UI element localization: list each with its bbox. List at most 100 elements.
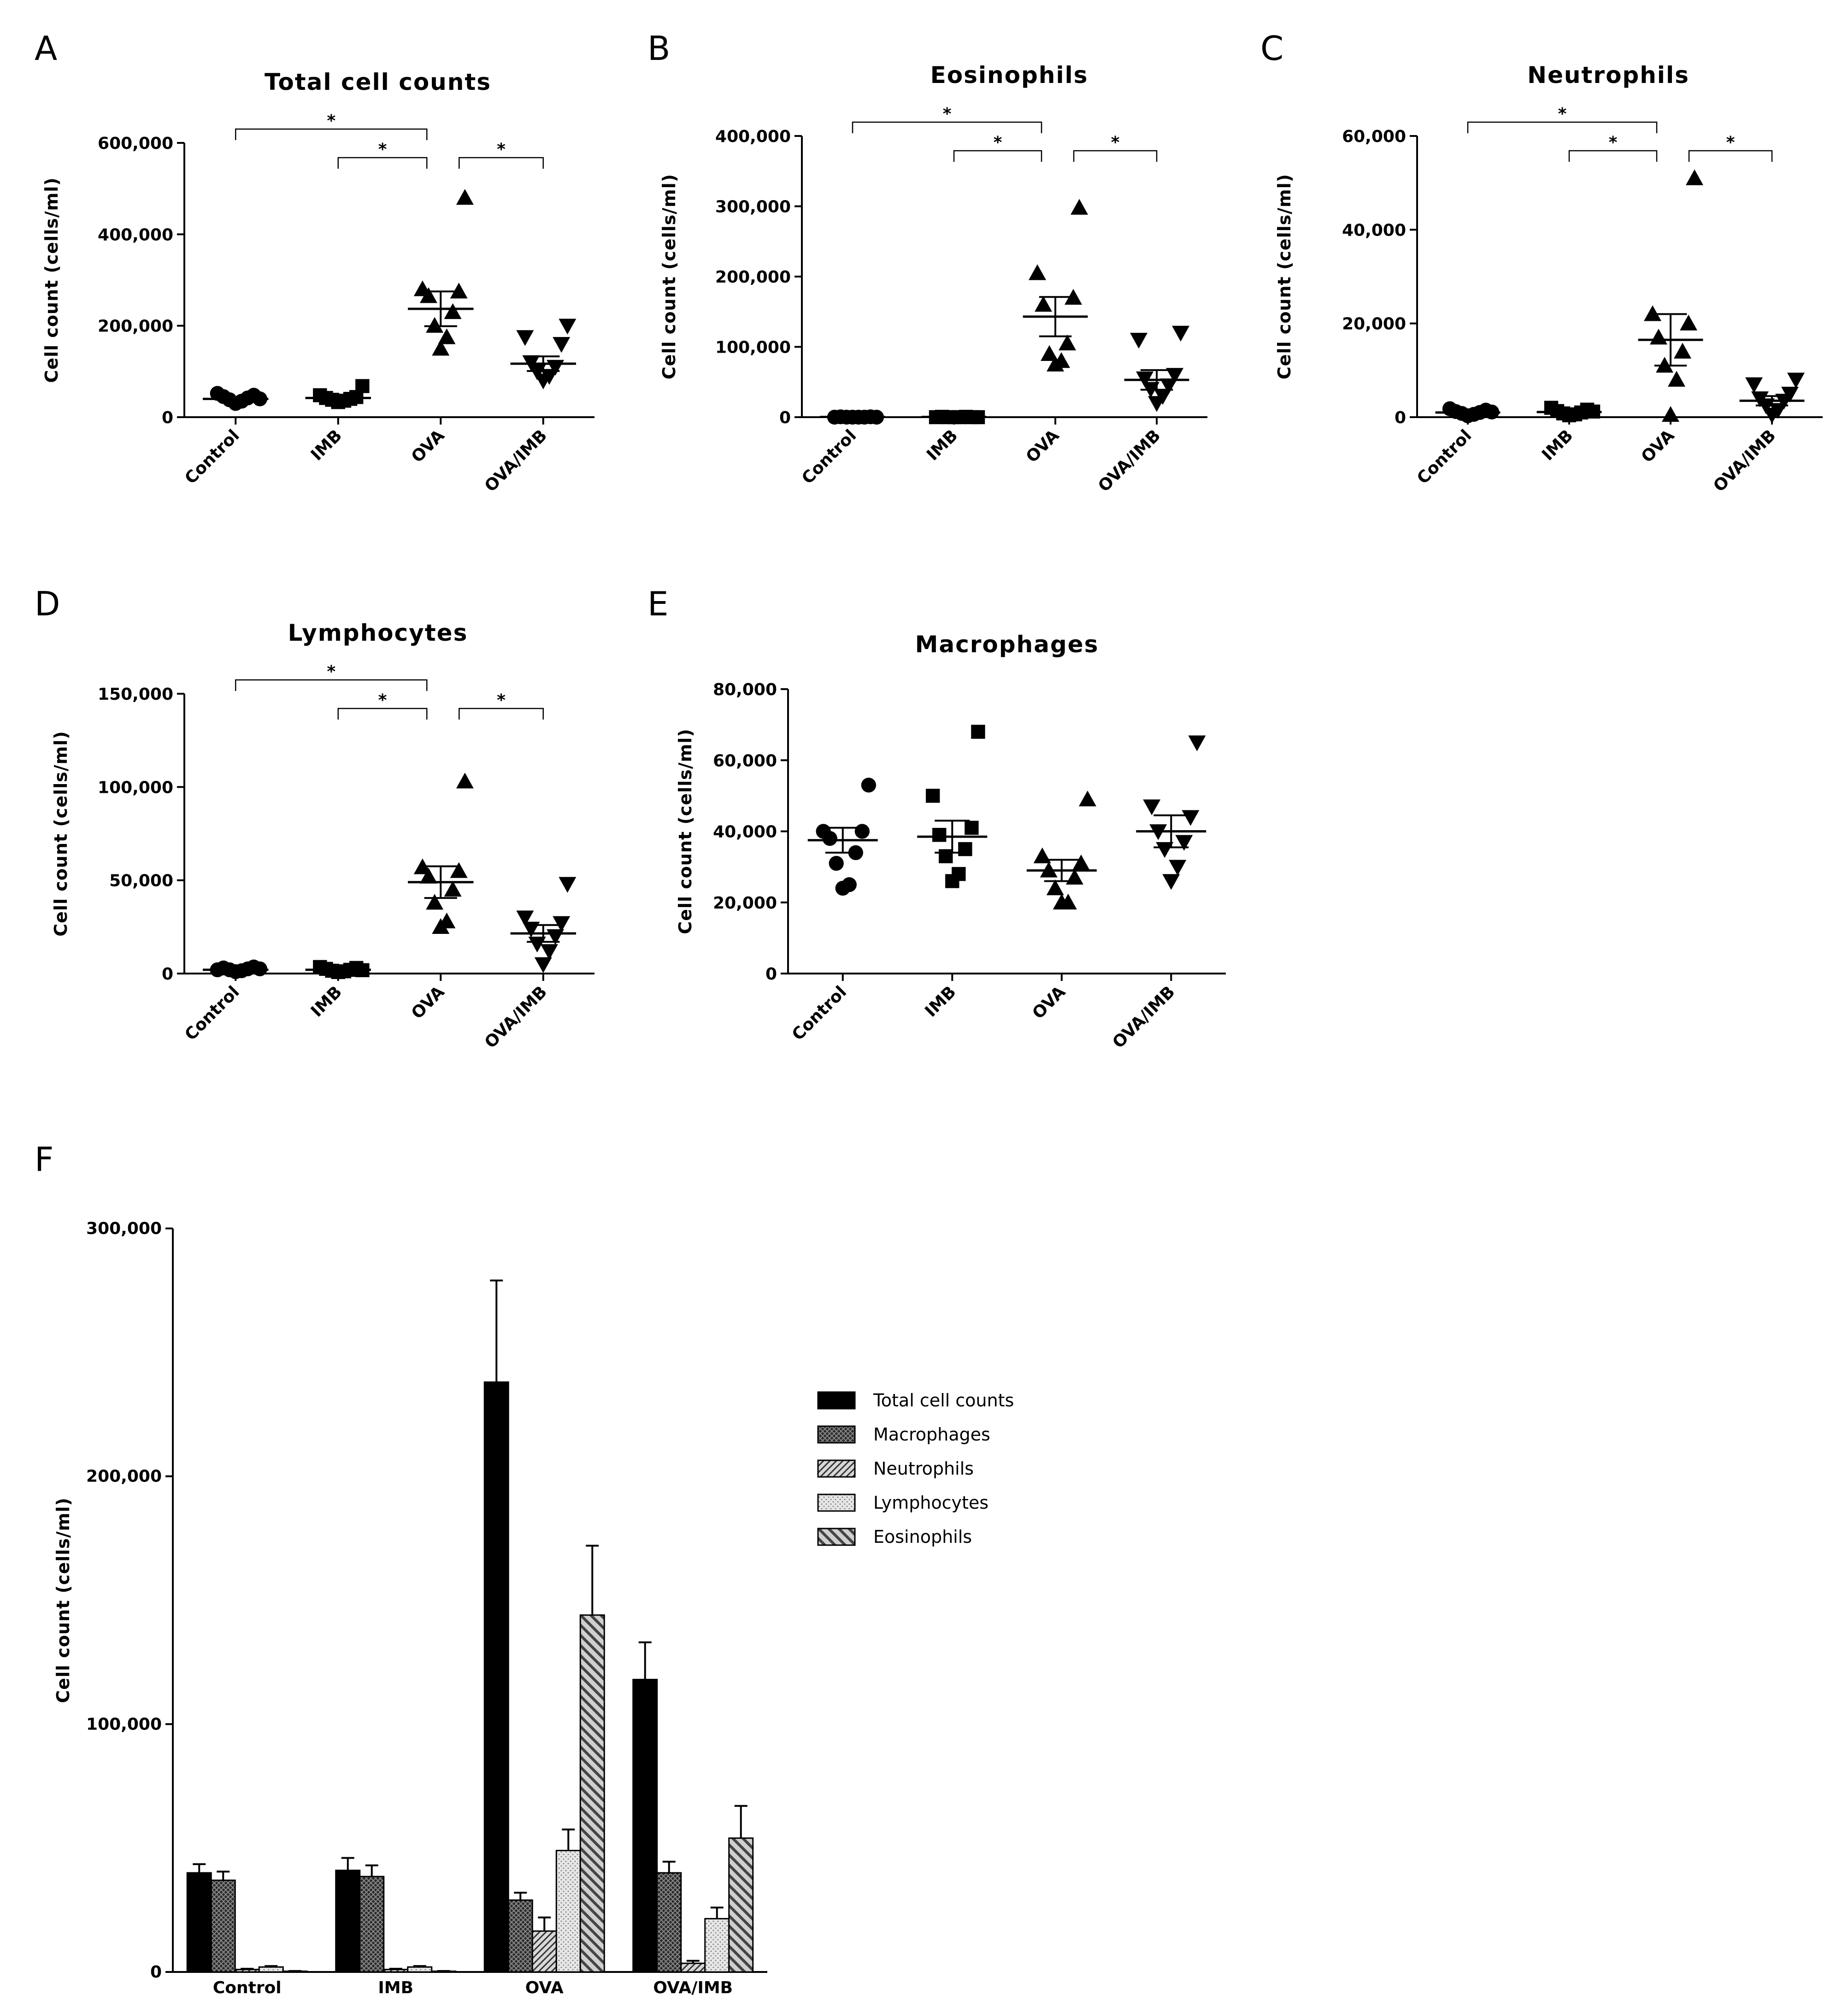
data-point-ova [1674, 342, 1691, 359]
data-point-ova [1072, 854, 1090, 871]
y-tick-label: 400,000 [98, 225, 173, 244]
y-tick-label: 40,000 [1342, 221, 1406, 240]
significance-bracket [459, 157, 544, 169]
data-point-control [816, 824, 831, 839]
data-point-imb [932, 828, 947, 842]
bar-neutrophils-ova-imb [680, 1962, 706, 1973]
chart-title: Total cell counts [265, 69, 491, 95]
data-point-ova [1059, 893, 1077, 909]
significance-bracket [459, 708, 544, 720]
data-point-ova [1065, 289, 1082, 305]
y-axis-label: Cell count (cells/ml) [1274, 174, 1295, 379]
data-point-ova-imb [1166, 368, 1183, 384]
data-point-ova [1029, 264, 1046, 280]
significance-bracket [953, 150, 1042, 162]
chart-title: Macrophages [915, 631, 1099, 658]
data-point-ova [1059, 334, 1076, 351]
significance-star: * [1609, 133, 1618, 152]
data-point-control [842, 877, 857, 892]
bar-lymphocytes-imb [407, 1966, 433, 1973]
chart-macrophages: Macrophages Cell count (cells/ml) 0 20,000 4… [675, 631, 1226, 1052]
data-point-ova-imb [1745, 377, 1763, 393]
data-point-ova-imb [1160, 378, 1177, 395]
data-point-ova [1033, 847, 1051, 863]
category-label-ova: OVA [1638, 426, 1678, 466]
chart-cell-composition-bars: Cell count (cells/ml) 0 100,000 200,000 300,… [53, 1219, 1014, 1997]
data-point-imb [925, 789, 940, 803]
significance-star: * [378, 140, 387, 159]
significance-star: * [943, 105, 952, 124]
data-point-ova [438, 912, 456, 928]
panel-label-d: D [35, 584, 60, 623]
y-tick-label: 0 [162, 408, 173, 427]
y-axis-label: Cell count (cells/ml) [41, 177, 62, 383]
y-tick-label: 400,000 [715, 127, 791, 146]
legend-label-neutrophils: Neutrophils [873, 1458, 974, 1479]
category-label-ova-imb: OVA/IMB [1095, 426, 1164, 496]
y-tick-label: 0 [150, 1963, 162, 1982]
category-label-ova: OVA [408, 426, 448, 466]
bar-lymphocytes-ova-imb [704, 1918, 730, 1973]
y-tick-label: 200,000 [98, 317, 173, 336]
significance-star: * [1558, 105, 1567, 124]
panel-label-f: F [35, 1140, 53, 1179]
data-point-imb [939, 849, 953, 863]
data-point-ova-imb [528, 937, 546, 953]
legend-label-total-cell-counts: Total cell counts [873, 1390, 1014, 1411]
category-label-imb: IMB [307, 982, 346, 1021]
data-point-ova [444, 303, 462, 319]
data-point-ova [419, 868, 437, 884]
y-tick-label: 200,000 [86, 1467, 162, 1486]
data-point-imb [971, 725, 985, 739]
data-point-ova-imb [1781, 386, 1799, 403]
category-label-control: Control [789, 982, 850, 1044]
data-point-ova-imb [528, 364, 546, 380]
data-point-imb [958, 842, 972, 856]
y-axis-label: Cell count (cells/ml) [53, 1497, 73, 1703]
data-point-ova [444, 880, 462, 897]
legend-swatch-macrophages [817, 1425, 856, 1444]
data-point-ova-imb [1188, 735, 1206, 751]
legend-label-eosinophils: Eosinophils [873, 1527, 972, 1547]
data-point-ova [1078, 791, 1096, 807]
bar-macrophages-imb [359, 1876, 385, 1973]
significance-bracket [1467, 121, 1658, 133]
legend-swatch-eosinophils [817, 1528, 856, 1546]
data-point-ova-imb [1172, 325, 1189, 342]
data-point-ova-imb [540, 944, 558, 960]
chart-lymphocytes: Lymphocytes Cell count (cells/ml) 0 50,000 1… [51, 620, 594, 1052]
data-point-ova [1035, 296, 1052, 312]
y-tick-label: 600,000 [98, 134, 173, 153]
data-point-ova [1041, 345, 1058, 361]
data-point-ova-imb [1175, 835, 1193, 851]
data-point-control [861, 778, 877, 793]
y-tick-label: 300,000 [715, 198, 791, 217]
significance-star: * [1726, 133, 1735, 152]
y-axis-label: Cell count (cells/ml) [659, 174, 679, 379]
category-label-ova: OVA [1029, 982, 1069, 1023]
legend-swatch-neutrophils [817, 1459, 856, 1478]
significance-bracket [1073, 150, 1158, 162]
data-point-ova-imb [553, 916, 571, 932]
bar-neutrophils-control [234, 1969, 260, 1973]
y-tick-label: 100,000 [715, 338, 791, 357]
y-tick-label: 0 [779, 408, 791, 427]
legend-label-lymphocytes: Lymphocytes [873, 1493, 989, 1513]
data-point-ova-imb [1769, 403, 1787, 419]
data-point-ova [1662, 406, 1679, 422]
data-point-ova-imb [1130, 333, 1148, 349]
data-point-control [829, 856, 844, 871]
significance-star: * [327, 662, 335, 681]
significance-bracket [235, 128, 428, 140]
data-point-ova-imb [1169, 860, 1187, 876]
y-tick-label: 300,000 [86, 1219, 162, 1238]
data-point-ova-imb [516, 910, 534, 927]
y-tick-label: 100,000 [86, 1715, 162, 1734]
data-point-ova [1053, 352, 1070, 368]
data-point-ova-imb [559, 877, 577, 893]
y-tick-label: 20,000 [1342, 315, 1406, 334]
y-axis-label: Cell count (cells/ml) [675, 728, 695, 934]
significance-star: * [378, 691, 387, 710]
bar-macrophages-ova [507, 1899, 533, 1973]
